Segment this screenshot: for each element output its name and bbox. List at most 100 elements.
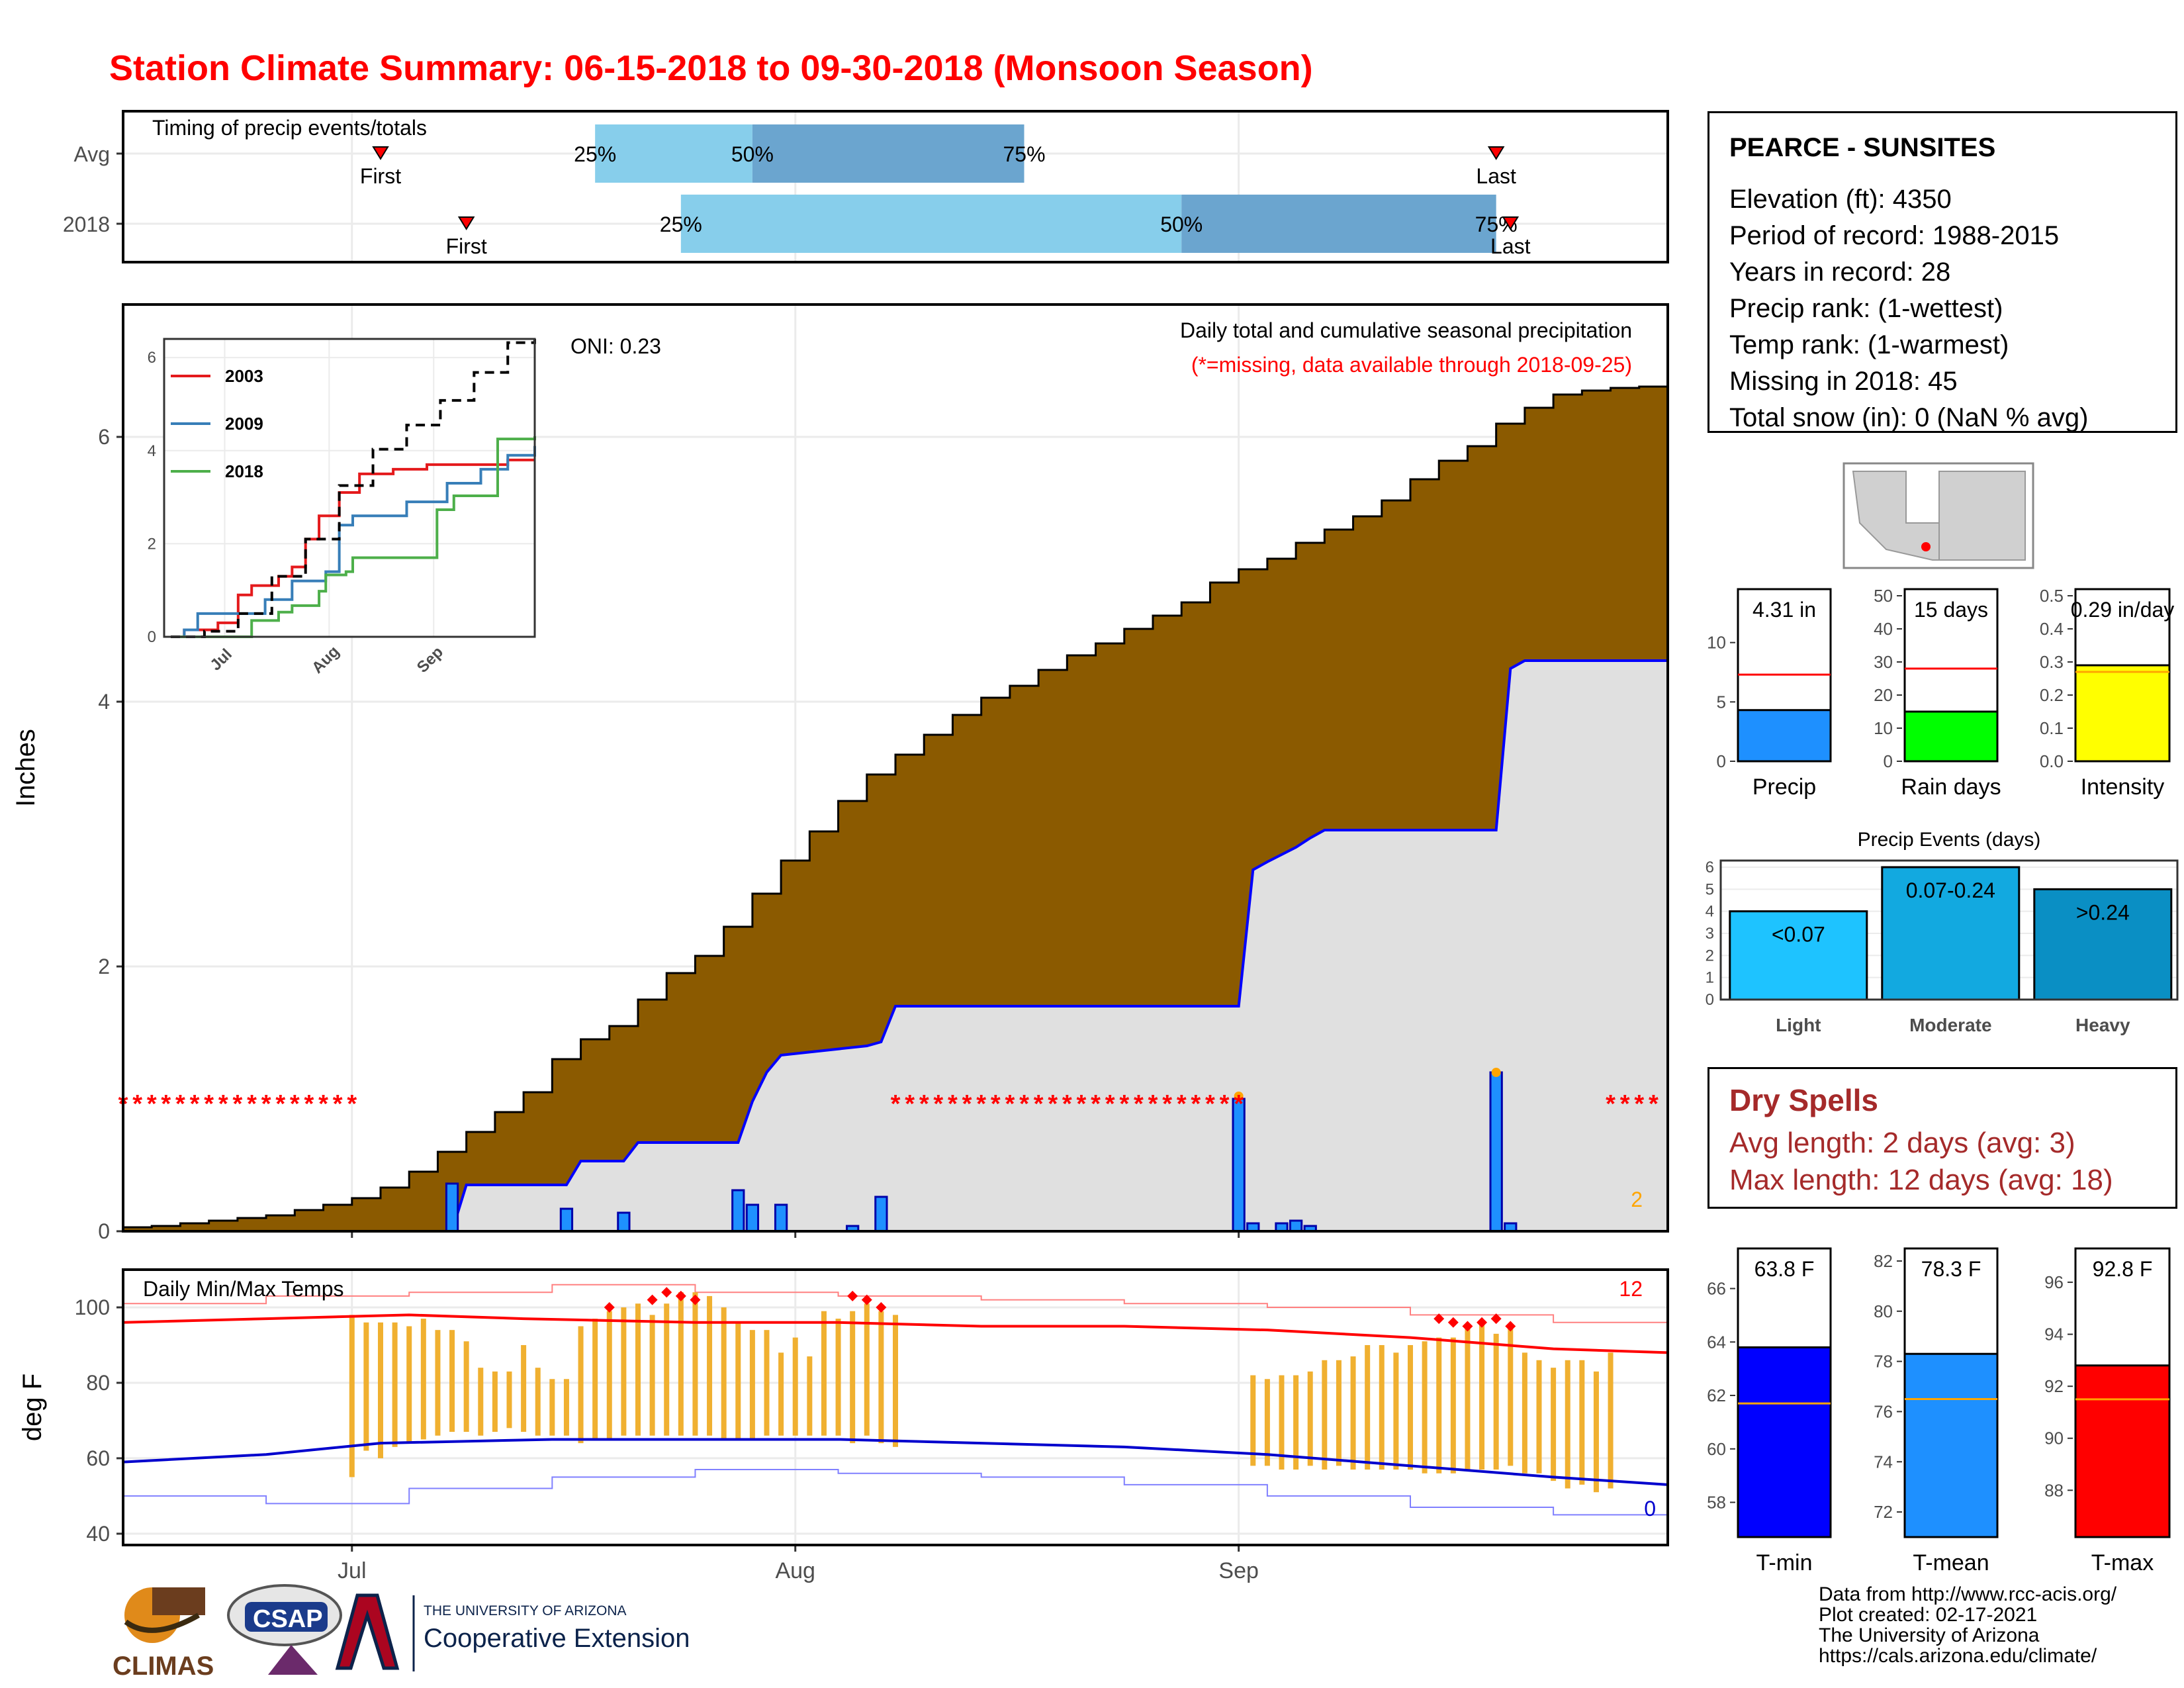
bar-marker xyxy=(1491,1068,1501,1077)
timeline-title: Timing of precip events/totals xyxy=(152,116,427,140)
daily-temp-range xyxy=(807,1356,813,1436)
daily-temp-range xyxy=(735,1322,741,1440)
daily-temp-range xyxy=(850,1311,856,1444)
station-snow: Total snow (in): 0 (NaN % avg) xyxy=(1729,403,2089,432)
daily-temp-range xyxy=(1250,1375,1256,1466)
category-label: T-min xyxy=(1756,1550,1813,1575)
missing-marker: * xyxy=(1634,1090,1644,1118)
daily-temp-range xyxy=(1579,1360,1585,1485)
value-bar xyxy=(2074,1364,2171,1538)
category-label: Intensity xyxy=(2081,774,2165,800)
y-tick-label: 0 xyxy=(1706,991,1714,1009)
precip-chart: * * * * * * * * * * * * * * * * * * * * * * * * * * * * * * * * * * * * * * * *… xyxy=(11,303,1669,1243)
y-tick-label: 64 xyxy=(1707,1332,1726,1352)
daily-temp-range xyxy=(649,1315,655,1436)
y-tick-label: 0.2 xyxy=(2040,685,2064,705)
missing-marker: * xyxy=(1048,1090,1058,1118)
daily-temp-range xyxy=(749,1330,755,1440)
inset-y-tick: 2 xyxy=(148,535,156,553)
missing-marker: * xyxy=(304,1090,314,1118)
category-label: Precip xyxy=(1752,774,1816,800)
first-marker-label: First xyxy=(360,164,401,188)
missing-marker: * xyxy=(891,1090,901,1118)
missing-marker: * xyxy=(147,1090,157,1118)
y-tick-label: 5 xyxy=(1717,692,1726,712)
temperature-chart: 40 60 80 100 Jul Aug Sep deg F Daily Min/Max Tem… xyxy=(18,1268,1669,1583)
y-tick-label: 58 xyxy=(1707,1493,1726,1513)
value-label: 63.8 F xyxy=(1754,1257,1815,1281)
seasonal-total-bars: 4.31 in 0 5 10 Precip 15 days 0 10 20 30 40 50 Rain … xyxy=(1707,586,2174,800)
missing-marker: * xyxy=(290,1090,300,1118)
daily-temp-range xyxy=(449,1330,455,1432)
y-tick-label: 0.3 xyxy=(2040,652,2064,672)
hot-day-marker xyxy=(675,1290,686,1301)
x-tick-label: Aug xyxy=(775,1558,815,1583)
precip-events-chart: Precip Events (days) 0 1 2 3 4 5 6 <0.07 Light 0.0… xyxy=(1706,829,2179,1035)
missing-marker: * xyxy=(919,1090,929,1118)
credits: Data from http://www.rcc-acis.org/ Plot … xyxy=(1819,1584,2116,1666)
y-tick-label: 66 xyxy=(1707,1279,1726,1299)
events-frame xyxy=(1719,859,2179,1001)
daily-temp-range xyxy=(1336,1360,1342,1466)
daily-temp-range xyxy=(878,1311,884,1444)
station-precip-rank: Precip rank: (1-wettest) xyxy=(1729,294,2003,323)
daily-temp-range xyxy=(1522,1352,1527,1474)
missing-marker: * xyxy=(1649,1090,1659,1118)
station-info-box: PEARCE - SUNSITES Elevation (ft): 4350 P… xyxy=(1707,111,2177,433)
inset-line-avg xyxy=(171,339,536,638)
daily-temp-range xyxy=(1293,1375,1299,1470)
missing-marker: * xyxy=(275,1090,285,1118)
y-tick-label: 0.4 xyxy=(2040,619,2064,639)
daily-temp-range xyxy=(1365,1344,1371,1470)
timing-bar-50-75 xyxy=(752,124,1024,183)
percentile-label: 25% xyxy=(574,142,616,166)
last-marker xyxy=(1502,216,1520,230)
value-label: 78.3 F xyxy=(1921,1257,1981,1281)
missing-marker: * xyxy=(1105,1090,1115,1118)
map-states xyxy=(1852,471,2026,561)
daily-temp-range xyxy=(1279,1375,1285,1470)
daily-temp-range xyxy=(492,1371,498,1432)
hot-day-marker xyxy=(1447,1317,1459,1328)
oni-label: ONI: 0.23 xyxy=(570,334,661,358)
category-label: Rain days xyxy=(1901,774,2001,800)
logo-strip: CLIMAS CSAP THE UNIVERSITY OF ARIZONA Co… xyxy=(113,1584,690,1681)
missing-marker: * xyxy=(976,1090,986,1118)
temp-frame xyxy=(122,1268,1669,1546)
event-bar-label: <0.07 xyxy=(1772,923,1825,947)
daily-temp-range xyxy=(1322,1360,1328,1470)
timeline-frame xyxy=(122,110,1669,263)
y-tick-label: 2 xyxy=(1706,947,1714,964)
hot-count: 12 xyxy=(1619,1277,1643,1301)
hot-day-marker xyxy=(1490,1313,1502,1325)
station-period: Period of record: 1988-2015 xyxy=(1729,221,2060,250)
category-label: Moderate xyxy=(1909,1015,1991,1035)
timing-bar-50-75 xyxy=(1181,195,1496,253)
daily-precip-bar xyxy=(1489,1071,1503,1233)
percentile-label: 50% xyxy=(731,142,774,166)
missing-marker: * xyxy=(905,1090,915,1118)
missing-marker: * xyxy=(933,1090,943,1118)
station-temp-rank: Temp rank: (1-warmest) xyxy=(1729,330,2009,359)
station-dot xyxy=(1921,542,1931,551)
missing-marker: * xyxy=(261,1090,271,1118)
percentile-label: 25% xyxy=(660,212,702,236)
daily-temp-range xyxy=(535,1368,541,1436)
cumulative-2018-area xyxy=(123,659,1669,1233)
y-tick-label: 10 xyxy=(1707,633,1726,653)
daily-temp-range xyxy=(721,1307,727,1440)
last-marker-label: Last xyxy=(1490,234,1531,258)
row-label: Avg xyxy=(73,142,110,166)
y-tick-label: 40 xyxy=(1874,619,1893,639)
daily-temp-range xyxy=(1565,1360,1570,1489)
daily-precip-bar xyxy=(445,1182,459,1233)
category-label: T-max xyxy=(2091,1550,2154,1575)
daily-temp-range xyxy=(1450,1337,1456,1474)
y-tick-label: 6 xyxy=(98,425,110,449)
daily-temp-range xyxy=(420,1319,426,1440)
x-tick-label: Jul xyxy=(338,1558,366,1583)
category-label: Heavy xyxy=(2075,1015,2130,1035)
percentile-label: 50% xyxy=(1160,212,1203,236)
